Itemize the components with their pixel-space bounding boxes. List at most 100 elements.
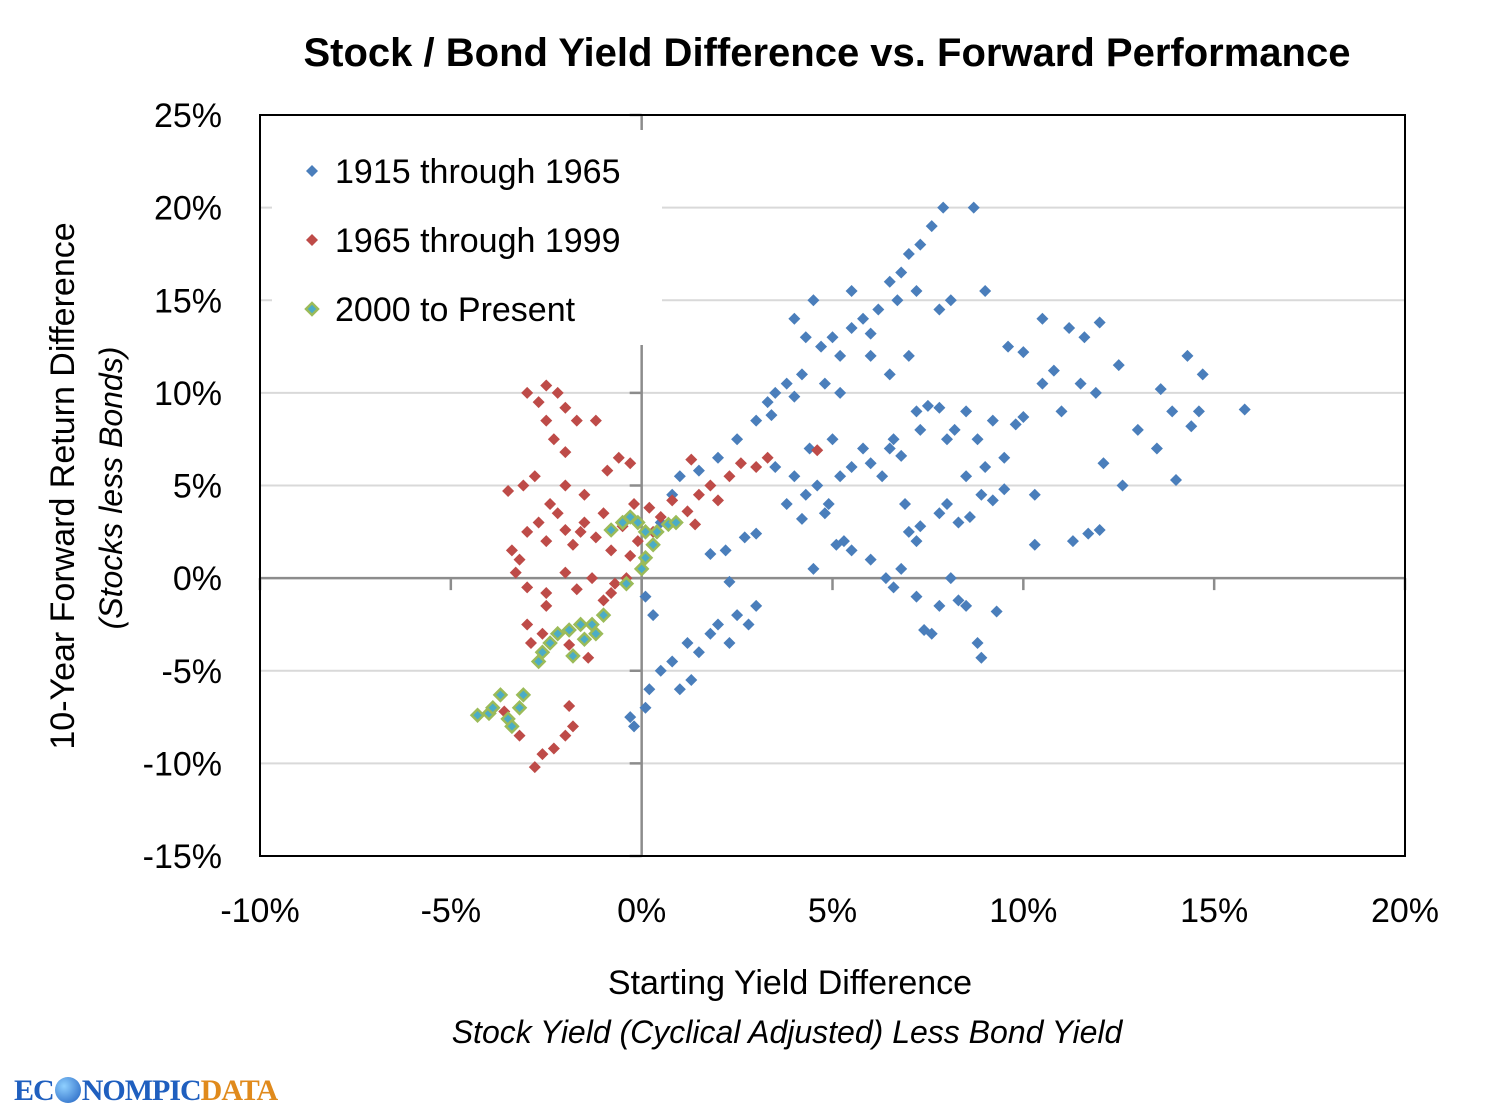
data-point (891, 294, 904, 307)
data-point (631, 535, 644, 548)
data-point (887, 433, 900, 446)
data-point (944, 294, 957, 307)
data-point (895, 266, 908, 279)
data-point (921, 399, 934, 412)
data-point (517, 479, 530, 492)
data-point (933, 507, 946, 520)
data-point (830, 538, 843, 551)
legend-marker (306, 234, 318, 246)
data-point (542, 635, 558, 651)
data-point (570, 414, 583, 427)
data-point (1028, 538, 1041, 551)
data-point (1238, 403, 1251, 416)
data-point (578, 488, 591, 501)
data-point (769, 460, 782, 473)
data-point (1055, 405, 1068, 418)
data-point (857, 442, 870, 455)
data-point (1170, 473, 1182, 486)
data-point (630, 514, 646, 531)
data-point (509, 566, 522, 579)
data-point (731, 433, 744, 446)
data-point (549, 625, 566, 642)
data-point (712, 451, 724, 464)
data-point (723, 470, 736, 483)
data-point (910, 590, 923, 603)
data-point (723, 636, 736, 649)
data-point (547, 433, 560, 446)
data-point (639, 701, 652, 714)
data-point (811, 444, 824, 457)
data-point (666, 655, 679, 668)
data-point (603, 522, 619, 538)
data-point (692, 646, 705, 659)
legend-label: 2000 to Present (335, 291, 576, 329)
data-point (1093, 523, 1106, 536)
data-point (826, 331, 839, 344)
data-point (624, 711, 637, 724)
data-point (559, 446, 572, 459)
data-point (469, 707, 486, 723)
data-point (628, 720, 641, 733)
data-point (857, 312, 870, 325)
data-point (513, 729, 526, 742)
data-point (547, 742, 560, 755)
data-point (1017, 346, 1030, 359)
data-point (971, 636, 984, 649)
data-point (666, 494, 679, 507)
data-point (521, 525, 534, 538)
data-point (643, 501, 656, 514)
legend-label: 1915 through 1965 (335, 153, 620, 191)
data-point (925, 627, 938, 640)
data-point (578, 516, 591, 529)
data-point (914, 238, 927, 251)
data-point (723, 575, 736, 588)
x-tick-label: 20% (1371, 892, 1439, 930)
data-point (624, 549, 637, 562)
data-point (712, 618, 724, 631)
data-point (563, 699, 576, 712)
data-point (544, 498, 557, 511)
data-point (1009, 418, 1022, 431)
data-point (639, 590, 652, 603)
data-point (692, 488, 705, 501)
data-point (761, 451, 774, 464)
data-point (605, 586, 618, 599)
data-point (864, 349, 877, 362)
data-point (612, 451, 625, 464)
data-point (524, 636, 537, 649)
y-axis-subtitle: (Stocks less Bonds) (93, 347, 129, 630)
data-point (818, 377, 831, 390)
data-point (872, 303, 885, 316)
legend-background (272, 130, 662, 345)
data-point (963, 510, 976, 523)
data-point (937, 201, 950, 214)
data-point (540, 379, 553, 392)
data-point (734, 457, 747, 470)
data-point (704, 627, 717, 640)
data-point (681, 636, 694, 649)
data-point (941, 498, 953, 511)
data-point (780, 377, 793, 390)
x-tick-label: 5% (808, 892, 857, 930)
data-point (845, 284, 858, 297)
data-point (528, 470, 541, 483)
data-point (902, 349, 915, 362)
data-point (910, 535, 923, 548)
data-point (1150, 442, 1163, 455)
data-point (704, 479, 717, 492)
data-point (788, 312, 801, 325)
plot-area-border (259, 114, 1406, 857)
data-point (1028, 488, 1041, 501)
data-point (986, 414, 999, 427)
data-point (712, 494, 724, 507)
data-point (1078, 331, 1091, 344)
data-point (738, 531, 751, 544)
data-point (788, 470, 801, 483)
data-point (960, 599, 973, 612)
data-point (1082, 527, 1095, 540)
data-point (834, 386, 847, 399)
data-point (941, 433, 953, 446)
data-point (910, 405, 923, 418)
data-point (1154, 383, 1167, 396)
data-point (845, 544, 858, 557)
